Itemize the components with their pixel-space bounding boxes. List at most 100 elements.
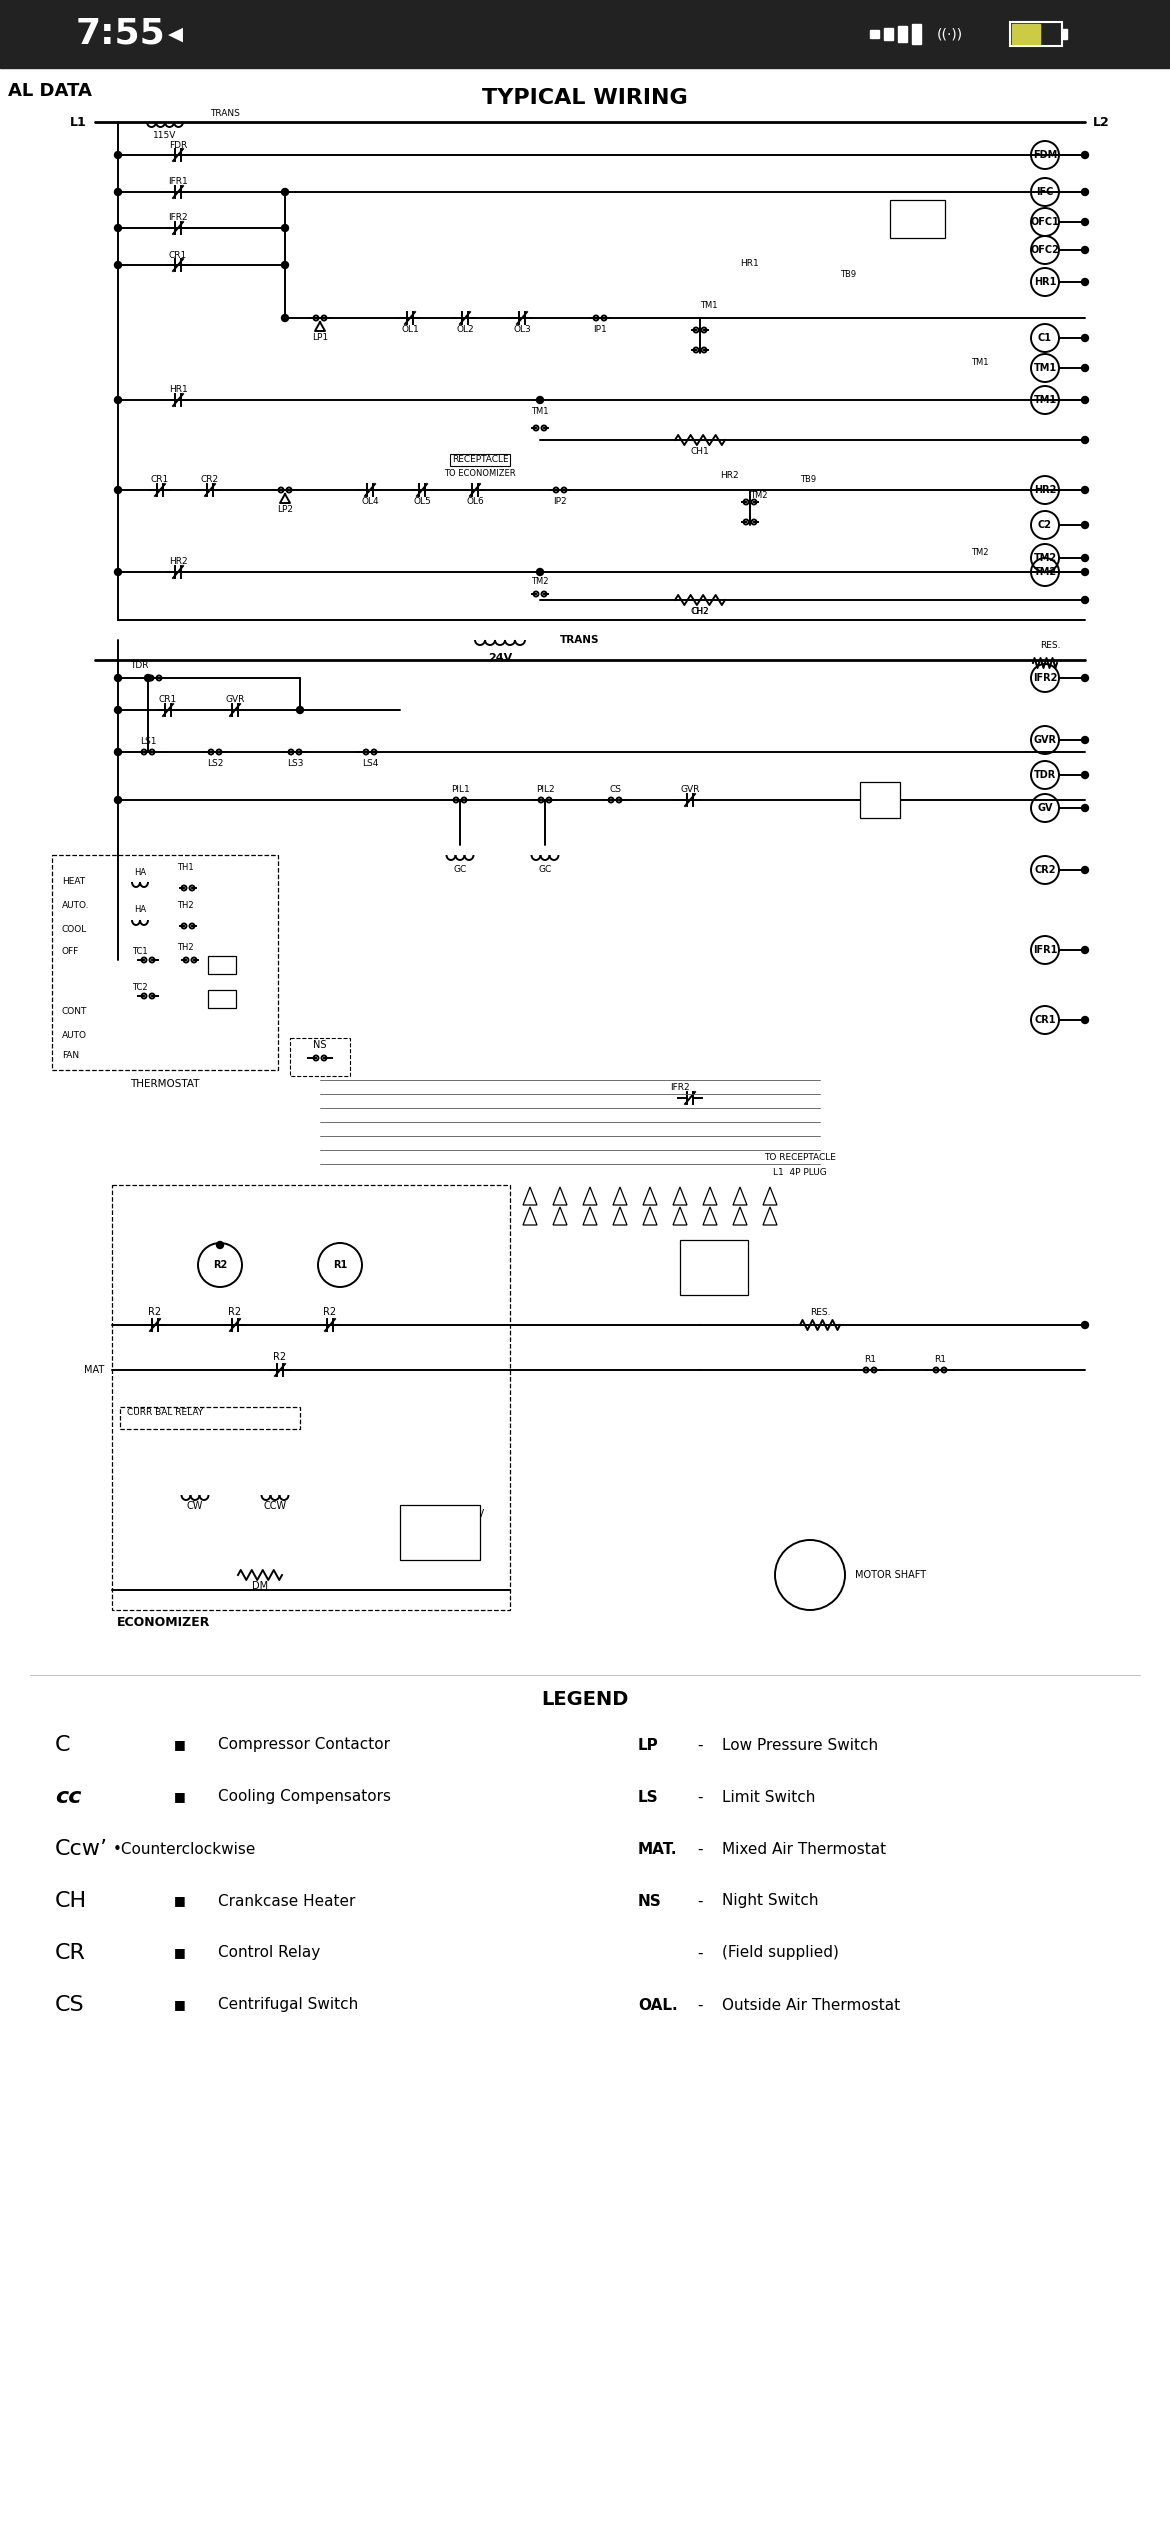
Circle shape: [537, 398, 544, 403]
Bar: [51, 856, 278, 1071]
Text: -: -: [697, 1790, 703, 1805]
Circle shape: [115, 398, 122, 403]
Text: HA: HA: [133, 868, 146, 876]
Bar: [870, 30, 879, 38]
Text: GVR: GVR: [1033, 734, 1057, 744]
Text: IFR2: IFR2: [670, 1084, 690, 1091]
Text: Crankcase Heater: Crankcase Heater: [218, 1894, 356, 1909]
Circle shape: [1081, 187, 1088, 195]
Text: HR1: HR1: [168, 385, 187, 395]
Circle shape: [115, 674, 122, 681]
Text: CH2: CH2: [691, 608, 709, 615]
Text: TO RECEPTACLE: TO RECEPTACLE: [764, 1152, 835, 1162]
Circle shape: [1081, 522, 1088, 529]
Circle shape: [115, 187, 122, 195]
Text: CR: CR: [55, 1942, 85, 1962]
Circle shape: [145, 674, 151, 681]
Bar: [885, 28, 893, 41]
Text: PIL1: PIL1: [450, 785, 469, 795]
Text: TH2: TH2: [177, 901, 193, 909]
Text: RES.: RES.: [810, 1309, 831, 1317]
Text: CONT: CONT: [62, 1008, 88, 1015]
Circle shape: [1081, 398, 1088, 403]
Text: ■: ■: [174, 1947, 186, 1960]
Text: TH2: TH2: [177, 942, 193, 952]
Text: TM2: TM2: [531, 577, 549, 585]
Text: TDR: TDR: [1034, 770, 1057, 780]
Text: 115V: 115V: [429, 1547, 450, 1557]
Polygon shape: [763, 1208, 777, 1225]
Circle shape: [1081, 1322, 1088, 1329]
Text: R1: R1: [863, 1355, 876, 1365]
Text: HA: HA: [133, 904, 146, 914]
Text: TM2: TM2: [971, 547, 989, 557]
Text: CR1: CR1: [159, 696, 177, 704]
Circle shape: [1081, 218, 1088, 225]
Text: OAT: OAT: [704, 1256, 723, 1266]
Text: R2: R2: [149, 1307, 161, 1317]
Text: OL3: OL3: [514, 327, 531, 334]
Text: -: -: [697, 1998, 703, 2013]
Polygon shape: [523, 1208, 537, 1225]
Text: Compressor Contactor: Compressor Contactor: [218, 1737, 390, 1752]
Text: MAT: MAT: [84, 1365, 104, 1375]
Text: PIL2: PIL2: [536, 785, 555, 795]
Polygon shape: [613, 1208, 627, 1225]
Polygon shape: [732, 1188, 746, 1205]
Text: Limit Switch: Limit Switch: [722, 1790, 815, 1805]
Bar: [290, 1038, 350, 1076]
Text: ■: ■: [174, 1894, 186, 1907]
Text: C1: C1: [1038, 334, 1052, 342]
Text: HPCT: HPCT: [907, 205, 927, 213]
Text: R1: R1: [333, 1261, 347, 1271]
Text: -: -: [697, 1945, 703, 1960]
Text: Ccw’: Ccw’: [55, 1838, 108, 1858]
Text: LS: LS: [638, 1790, 659, 1805]
Circle shape: [282, 314, 289, 322]
Text: 24 V: 24 V: [420, 1509, 442, 1519]
Circle shape: [1081, 555, 1088, 562]
Text: OFF: OFF: [62, 947, 80, 957]
Text: LP: LP: [638, 1737, 659, 1752]
Circle shape: [1081, 486, 1088, 494]
Circle shape: [1081, 805, 1088, 810]
Text: THERMOSTAT: THERMOSTAT: [130, 1079, 200, 1089]
Text: TM1: TM1: [1033, 362, 1057, 372]
Circle shape: [1081, 1015, 1088, 1023]
Text: ■: ■: [174, 1998, 186, 2010]
Polygon shape: [732, 1208, 746, 1225]
Text: TM1: TM1: [971, 357, 989, 367]
Polygon shape: [613, 1188, 627, 1205]
Circle shape: [115, 152, 122, 160]
Text: IFR2: IFR2: [1033, 674, 1058, 684]
Text: NS: NS: [638, 1894, 662, 1909]
Text: HR1: HR1: [739, 258, 759, 268]
Bar: [680, 1241, 748, 1294]
Text: 24V: 24V: [488, 653, 512, 663]
Text: FDR: FDR: [168, 139, 187, 149]
Text: L1  4P PLUG: L1 4P PLUG: [773, 1167, 827, 1177]
Text: TM2: TM2: [1033, 552, 1057, 562]
Bar: [890, 200, 945, 238]
Text: L1: L1: [70, 116, 87, 129]
Text: C: C: [55, 1734, 70, 1755]
Text: R2: R2: [323, 1307, 337, 1317]
Text: TB9: TB9: [800, 476, 817, 484]
Text: GVR: GVR: [226, 696, 245, 704]
Circle shape: [216, 1241, 223, 1248]
Polygon shape: [644, 1208, 658, 1225]
Text: R2: R2: [213, 1261, 227, 1271]
Text: Control Relay: Control Relay: [218, 1945, 321, 1960]
Circle shape: [115, 706, 122, 714]
Bar: [911, 23, 921, 43]
Text: FAN: FAN: [62, 1051, 80, 1061]
Text: ■: ■: [174, 1739, 186, 1752]
Text: IP2: IP2: [553, 496, 566, 506]
Text: MAT.: MAT.: [638, 1841, 677, 1856]
Circle shape: [1081, 279, 1088, 286]
Bar: [899, 25, 907, 43]
Circle shape: [1081, 737, 1088, 744]
Text: TM2: TM2: [1033, 567, 1057, 577]
Text: IFR1: IFR1: [168, 177, 188, 187]
Text: ((·)): ((·)): [937, 28, 963, 41]
